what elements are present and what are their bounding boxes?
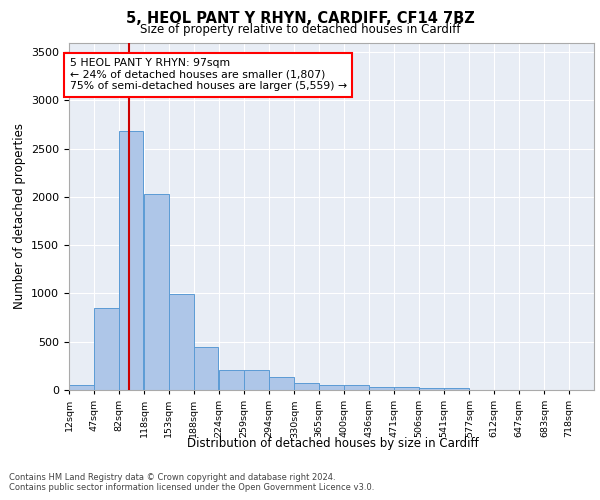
Text: 5 HEOL PANT Y RHYN: 97sqm
← 24% of detached houses are smaller (1,807)
75% of se: 5 HEOL PANT Y RHYN: 97sqm ← 24% of detac…: [70, 58, 347, 92]
Bar: [169, 294, 194, 390]
Bar: [295, 383, 319, 390]
Bar: [319, 384, 344, 390]
Text: Size of property relative to detached houses in Cardiff: Size of property relative to detached ho…: [140, 22, 460, 36]
Bar: [370, 386, 394, 390]
Bar: [144, 194, 169, 390]
Bar: [269, 378, 293, 390]
Y-axis label: Number of detached properties: Number of detached properties: [13, 123, 26, 309]
Bar: [94, 308, 119, 390]
Bar: [69, 384, 94, 390]
Bar: [344, 384, 368, 390]
Text: Contains HM Land Registry data © Crown copyright and database right 2024.: Contains HM Land Registry data © Crown c…: [9, 472, 335, 482]
Text: Contains public sector information licensed under the Open Government Licence v3: Contains public sector information licen…: [9, 484, 374, 492]
Bar: [219, 370, 244, 390]
Bar: [194, 346, 218, 390]
Bar: [119, 132, 143, 390]
Bar: [419, 388, 444, 390]
Bar: [444, 388, 469, 390]
Text: 5, HEOL PANT Y RHYN, CARDIFF, CF14 7BZ: 5, HEOL PANT Y RHYN, CARDIFF, CF14 7BZ: [125, 11, 475, 26]
Text: Distribution of detached houses by size in Cardiff: Distribution of detached houses by size …: [187, 438, 479, 450]
Bar: [244, 370, 269, 390]
Bar: [394, 386, 419, 390]
